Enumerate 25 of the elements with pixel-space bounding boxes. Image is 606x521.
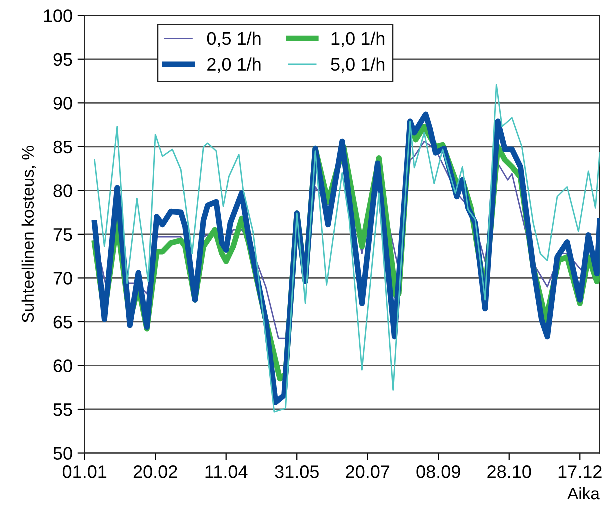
y-tick-label: 70	[54, 272, 72, 285]
y-tick-label: 90	[54, 97, 72, 110]
x-tick-label: 20.07	[346, 466, 390, 478]
y-tick-label: 100	[44, 10, 72, 22]
y-tick-label: 85	[54, 140, 72, 154]
legend-label: 0,5 1/h	[207, 32, 261, 48]
y-tick-label: 55	[54, 404, 72, 416]
x-tick-label: 17.12	[558, 466, 602, 478]
legend-label: 5,0 1/h	[331, 58, 385, 74]
y-tick-label: 60	[54, 360, 72, 372]
legend-label: 2,0 1/h	[208, 58, 261, 74]
y-tick-label: 75	[54, 228, 72, 242]
y-tick-label: 80	[54, 184, 72, 198]
y-tick-label: 95	[54, 53, 72, 66]
x-axis-title: Aika	[568, 487, 600, 500]
x-tick-label: 08.09	[416, 466, 460, 478]
x-tick-label: 01.01	[62, 466, 107, 478]
x-tick-label: 11.04	[206, 466, 248, 478]
x-tick-label: 20.02	[134, 466, 178, 478]
y-tick-label: 65	[54, 316, 72, 329]
x-tick-label: 28.10	[488, 466, 532, 478]
legend-label: 1,0 1/h	[332, 32, 385, 48]
y-tick-label: 50	[54, 447, 72, 460]
y-axis-title: Suhteellinen kosteus, %	[22, 146, 36, 323]
x-tick-label: 31.05	[275, 466, 319, 478]
